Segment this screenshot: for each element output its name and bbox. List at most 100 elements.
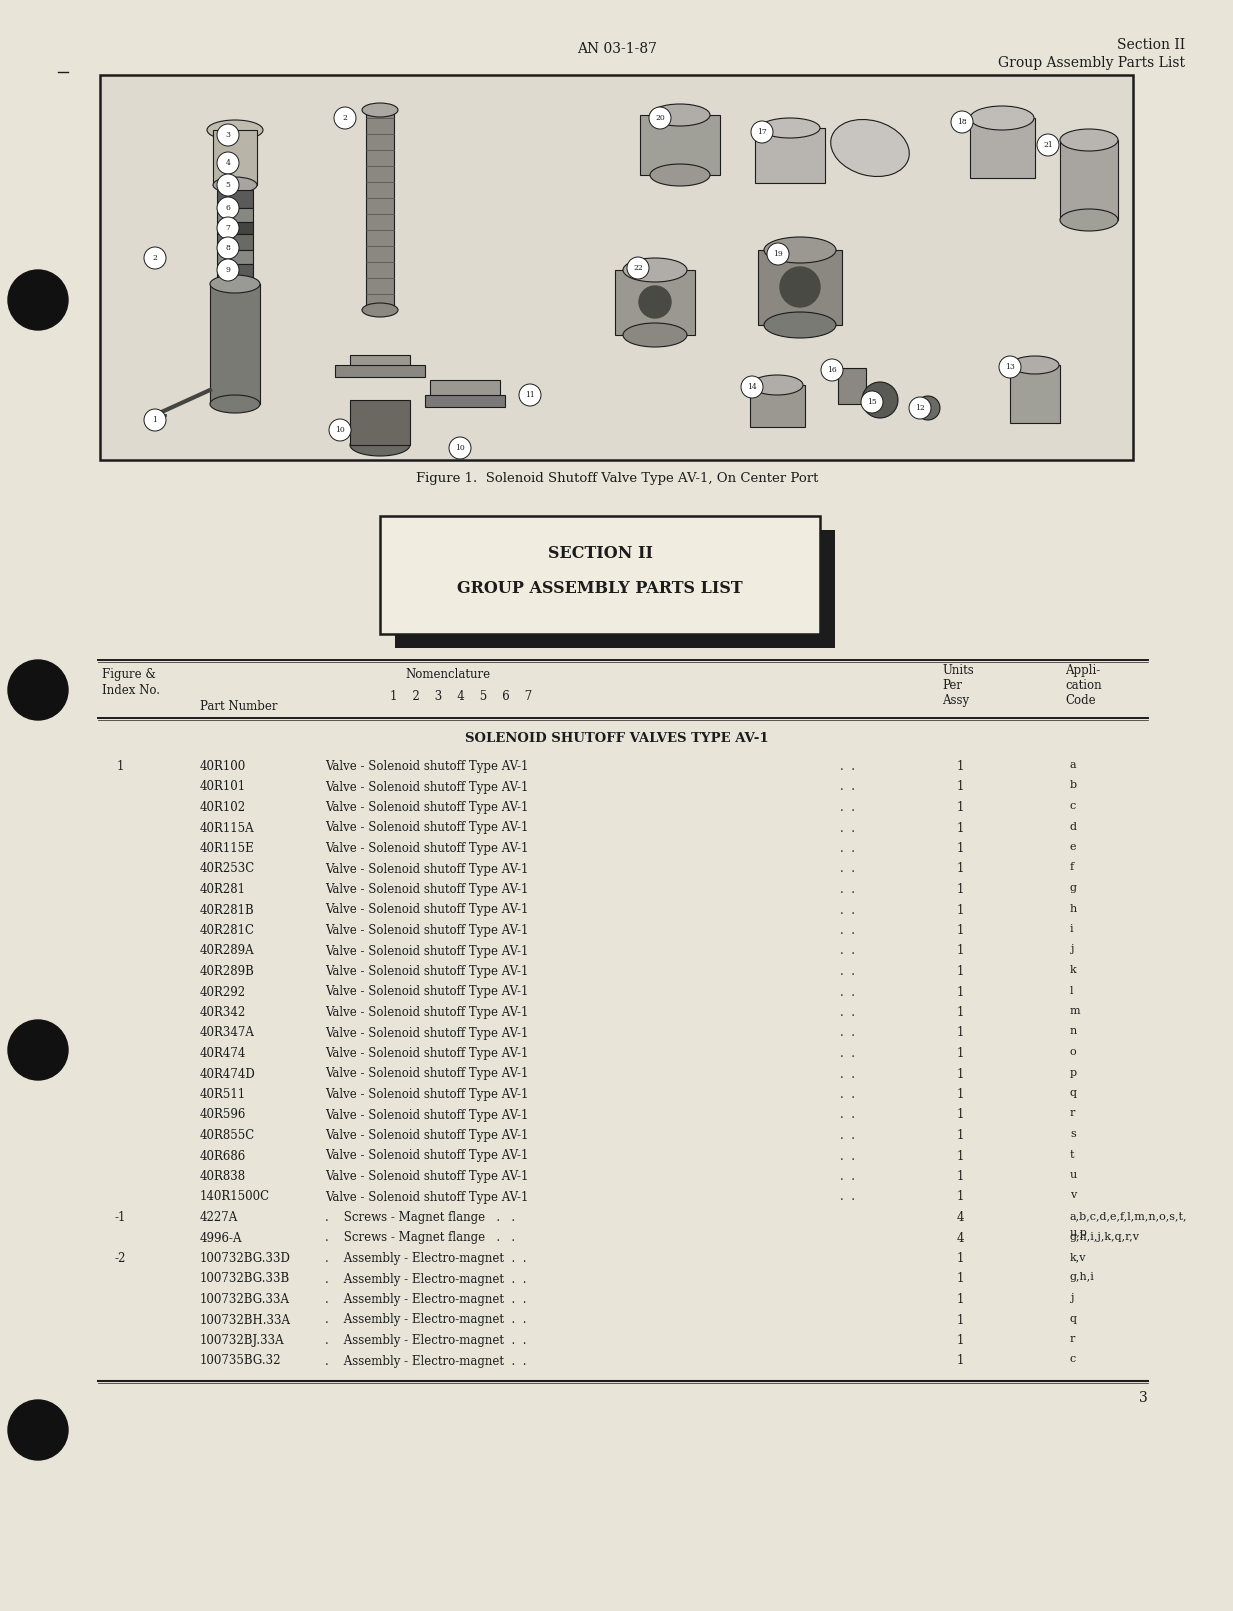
Circle shape [144, 246, 166, 269]
Text: 21: 21 [1043, 142, 1053, 148]
Text: s: s [1070, 1129, 1075, 1139]
Text: 40R855C: 40R855C [200, 1129, 255, 1142]
Text: Valve - Solenoid shutoff Type AV-1: Valve - Solenoid shutoff Type AV-1 [326, 965, 529, 978]
Text: o: o [1070, 1047, 1076, 1057]
Text: 40R281C: 40R281C [200, 925, 255, 938]
Circle shape [334, 106, 356, 129]
Text: 1: 1 [957, 1005, 964, 1020]
Text: v: v [1070, 1191, 1076, 1200]
Text: .  .: . . [840, 986, 854, 999]
Text: 40R289B: 40R289B [200, 965, 255, 978]
Text: m: m [1070, 1005, 1080, 1017]
Text: g: g [1070, 883, 1076, 892]
Text: .    Assembly - Electro-magnet  .  .: . Assembly - Electro-magnet . . [326, 1355, 526, 1368]
Text: 1: 1 [957, 1087, 964, 1100]
Text: 10: 10 [335, 425, 345, 433]
Text: 8: 8 [226, 243, 231, 251]
Text: 40R281B: 40R281B [200, 904, 255, 917]
Text: .  .: . . [840, 883, 854, 896]
Bar [755, 127, 825, 184]
Text: 3: 3 [226, 130, 231, 139]
Bar [970, 118, 1034, 177]
Text: i: i [1070, 925, 1074, 934]
Text: r: r [1070, 1334, 1075, 1344]
Text: 1: 1 [957, 965, 964, 978]
Text: 1: 1 [957, 1355, 964, 1368]
Text: 14: 14 [747, 383, 757, 391]
Ellipse shape [623, 258, 687, 282]
Text: .  .: . . [840, 1047, 854, 1060]
Text: f: f [1070, 862, 1074, 873]
Text: Assy: Assy [942, 694, 969, 707]
Text: q: q [1070, 1313, 1076, 1324]
Ellipse shape [207, 119, 263, 140]
Text: 1: 1 [957, 904, 964, 917]
Text: 1: 1 [957, 883, 964, 896]
Bar [425, 395, 506, 408]
Bar [380, 516, 820, 635]
Text: .  .: . . [840, 1005, 854, 1020]
Text: .  .: . . [840, 822, 854, 834]
Text: 40R289A: 40R289A [200, 944, 255, 957]
Circle shape [217, 174, 239, 197]
Text: 1: 1 [957, 801, 964, 814]
Ellipse shape [764, 237, 836, 263]
Bar [1060, 140, 1118, 221]
Text: 9: 9 [226, 266, 231, 274]
Text: 1: 1 [957, 862, 964, 875]
Bar [615, 271, 695, 335]
Text: 20: 20 [655, 114, 665, 122]
Text: 40R102: 40R102 [200, 801, 247, 814]
Circle shape [951, 111, 973, 134]
Text: 4227A: 4227A [200, 1211, 238, 1224]
Bar [217, 190, 253, 208]
Text: Valve - Solenoid shutoff Type AV-1: Valve - Solenoid shutoff Type AV-1 [326, 1087, 529, 1100]
Ellipse shape [970, 106, 1034, 130]
Text: p: p [1070, 1068, 1078, 1078]
Bar [395, 530, 835, 648]
Text: .  .: . . [840, 1191, 854, 1203]
Text: Figure &: Figure & [102, 669, 155, 681]
Text: 16: 16 [827, 366, 837, 374]
Circle shape [916, 396, 940, 420]
Ellipse shape [760, 118, 820, 139]
Text: Valve - Solenoid shutoff Type AV-1: Valve - Solenoid shutoff Type AV-1 [326, 1047, 529, 1060]
Text: Code: Code [1065, 694, 1096, 707]
Ellipse shape [623, 322, 687, 346]
Bar [758, 250, 842, 325]
Text: 40R838: 40R838 [200, 1170, 247, 1182]
Text: 40R686: 40R686 [200, 1150, 247, 1163]
Circle shape [217, 217, 239, 238]
Text: 1: 1 [957, 1191, 964, 1203]
Text: j: j [1070, 1294, 1074, 1303]
Text: Valve - Solenoid shutoff Type AV-1: Valve - Solenoid shutoff Type AV-1 [326, 904, 529, 917]
Circle shape [628, 258, 649, 279]
Circle shape [821, 359, 843, 380]
Text: l: l [1070, 986, 1074, 996]
Bar [1010, 366, 1060, 424]
Text: 4: 4 [957, 1231, 964, 1245]
Circle shape [217, 124, 239, 147]
Ellipse shape [650, 164, 710, 185]
Text: 7: 7 [226, 224, 231, 232]
Text: 1: 1 [957, 1068, 964, 1081]
Text: u,p: u,p [1070, 1229, 1088, 1239]
Text: u: u [1070, 1170, 1078, 1179]
Text: 1: 1 [957, 1047, 964, 1060]
Text: 100732BH.33A: 100732BH.33A [200, 1313, 291, 1326]
Text: r: r [1070, 1108, 1075, 1118]
Text: 40R101: 40R101 [200, 780, 247, 794]
Text: t: t [1070, 1150, 1074, 1160]
Circle shape [217, 259, 239, 280]
Text: Valve - Solenoid shutoff Type AV-1: Valve - Solenoid shutoff Type AV-1 [326, 822, 529, 834]
Circle shape [751, 121, 773, 143]
Text: -1: -1 [115, 1211, 126, 1224]
Text: .  .: . . [840, 862, 854, 875]
Text: Valve - Solenoid shutoff Type AV-1: Valve - Solenoid shutoff Type AV-1 [326, 843, 529, 855]
Text: 4: 4 [226, 159, 231, 168]
Circle shape [7, 271, 68, 330]
Bar [335, 366, 425, 377]
Text: 40R511: 40R511 [200, 1087, 247, 1100]
Text: g,h,i: g,h,i [1070, 1273, 1095, 1282]
Circle shape [1037, 134, 1059, 156]
